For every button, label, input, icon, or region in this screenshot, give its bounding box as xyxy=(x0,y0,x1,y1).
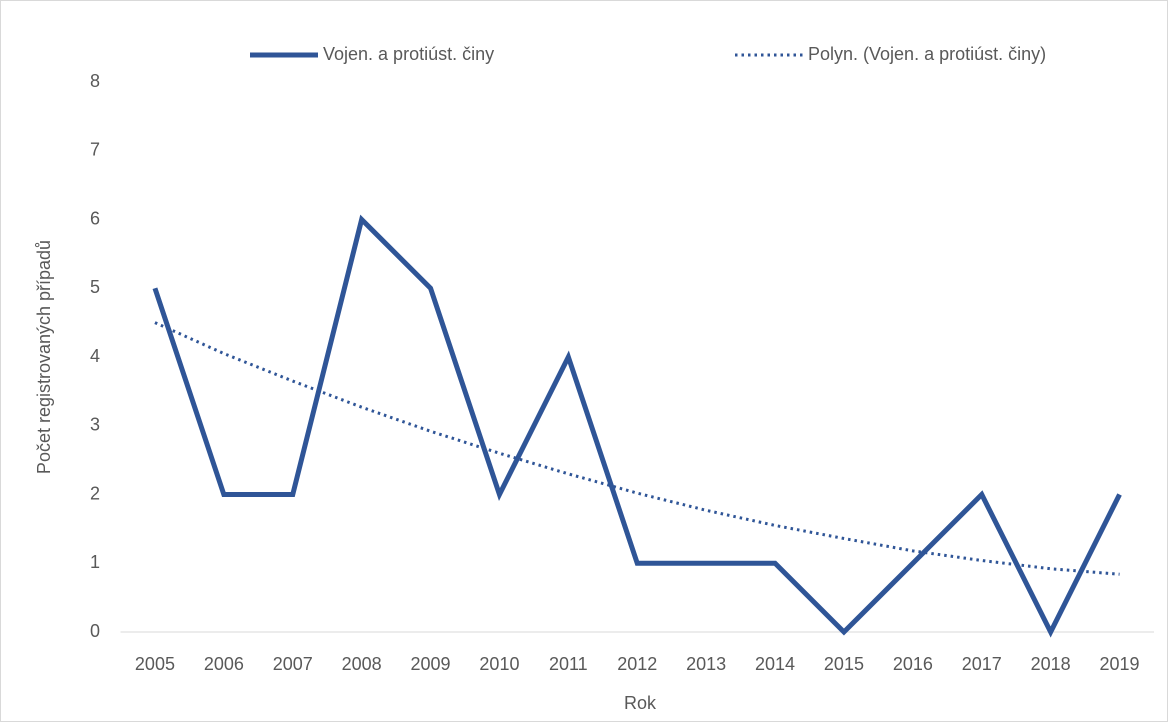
x-tick-label: 2014 xyxy=(755,654,795,674)
x-tick-label: 2011 xyxy=(549,654,588,674)
y-tick-label: 2 xyxy=(90,483,100,503)
legend-label: Polyn. (Vojen. a protiúst. činy) xyxy=(808,44,1046,64)
y-tick-label: 8 xyxy=(90,71,100,91)
x-tick-label: 2005 xyxy=(135,654,175,674)
x-tick-label: 2007 xyxy=(273,654,313,674)
y-axis-title: Počet registrovaných případů xyxy=(34,240,54,474)
x-tick-label: 2012 xyxy=(617,654,657,674)
x-tick-label: 2016 xyxy=(893,654,933,674)
x-tick-label: 2017 xyxy=(962,654,1002,674)
series-line xyxy=(154,321,1120,576)
y-tick-label: 1 xyxy=(90,552,100,572)
x-tick-label: 2013 xyxy=(686,654,726,674)
x-tick-label: 2019 xyxy=(1100,654,1140,674)
legend-label: Vojen. a protiúst. činy xyxy=(323,44,494,64)
y-tick-label: 4 xyxy=(90,346,100,366)
x-tick-label: 2018 xyxy=(1031,654,1071,674)
x-tick-label: 2009 xyxy=(411,654,451,674)
y-tick-label: 7 xyxy=(90,140,100,160)
series-line xyxy=(152,214,1122,638)
x-tick-label: 2015 xyxy=(824,654,864,674)
y-tick-label: 3 xyxy=(90,415,100,435)
x-axis-title: Rok xyxy=(624,693,657,713)
y-tick-label: 6 xyxy=(90,208,100,228)
x-tick-label: 2010 xyxy=(479,654,519,674)
y-tick-label: 0 xyxy=(90,621,100,641)
x-tick-label: 2008 xyxy=(342,654,382,674)
y-tick-label: 5 xyxy=(90,277,100,297)
x-tick-label: 2006 xyxy=(204,654,244,674)
